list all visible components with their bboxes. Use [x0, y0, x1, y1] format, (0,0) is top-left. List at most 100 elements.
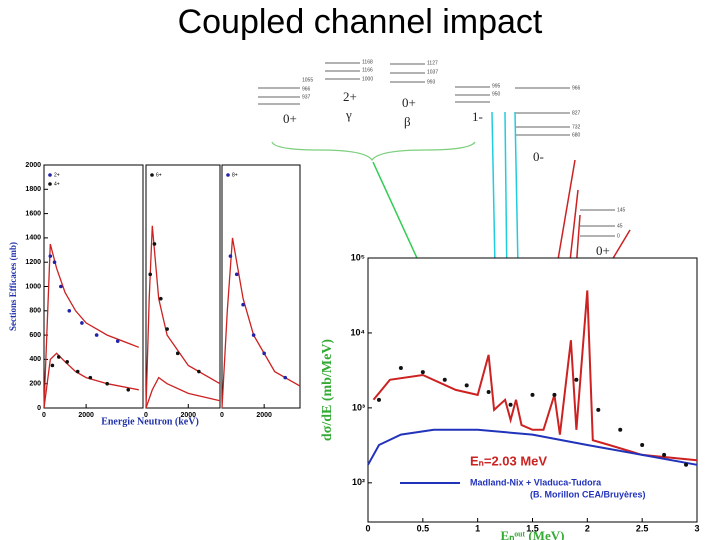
legend-swatch [48, 182, 52, 186]
legend-swatch [226, 173, 230, 177]
series-line [43, 352, 139, 409]
level-energy: 950 [492, 91, 501, 97]
data-point [464, 383, 469, 388]
y-axis-label: dσ/dE (mb/MeV) [320, 339, 335, 441]
data-point [574, 377, 579, 382]
slide-title: Coupled channel impact [178, 3, 543, 41]
data-point [75, 369, 80, 374]
data-point [105, 381, 109, 386]
x-tick-label: 1.5 [526, 523, 539, 533]
y-tick-label: 800 [29, 308, 41, 315]
data-point [398, 366, 403, 371]
y-tick-label: 600 [29, 332, 41, 339]
level-label: γ [345, 107, 352, 122]
data-point [376, 397, 381, 402]
level-energy: 732 [572, 124, 581, 130]
legend-swatch [150, 173, 154, 177]
data-point [126, 387, 131, 392]
plot-frame [145, 164, 221, 409]
level-energy: 1000 [362, 76, 373, 82]
x-tick-label: 2000 [180, 412, 196, 419]
data-point [175, 351, 180, 356]
data-point [148, 272, 153, 277]
legend-swatch [48, 173, 52, 177]
data-point [80, 321, 84, 325]
series-line [145, 376, 221, 409]
data-point [234, 272, 239, 277]
level-energy: 145 [617, 207, 626, 213]
level-energy: 827 [572, 110, 581, 116]
data-point [228, 254, 233, 258]
level-energy: 1055 [302, 77, 313, 83]
series-line [145, 225, 221, 409]
data-point [508, 402, 513, 407]
level-label: 0+ [402, 95, 416, 110]
x-tick-label: 2000 [256, 412, 272, 419]
legend-label: 2+ [54, 172, 60, 178]
data-point [88, 375, 93, 380]
data-point [684, 462, 689, 467]
x-tick-label: 1 [475, 523, 480, 533]
data-point [530, 392, 535, 397]
level-energy: 993 [427, 79, 436, 85]
annotation: (B. Morillon CEA/Bruyères) [530, 489, 646, 499]
y-tick-label: 1200 [25, 259, 41, 266]
series-line [221, 237, 301, 409]
data-point [52, 260, 57, 265]
level-label: 0+ [596, 243, 610, 258]
y-tick-label: 10² [352, 477, 365, 487]
data-point [618, 427, 623, 432]
data-point [486, 389, 491, 394]
data-point [59, 284, 63, 289]
level-label: β [404, 114, 411, 129]
x-tick-label: 0 [365, 523, 370, 533]
level-energy: 680 [572, 132, 581, 138]
plot-frame [367, 257, 698, 523]
y-tick-label: 10³ [352, 402, 365, 412]
legend-label: 8+ [232, 172, 238, 178]
x-tick-label: 2.5 [636, 523, 649, 533]
annotation: Eₙ=2.03 MeV [470, 453, 547, 468]
data-point [159, 296, 163, 301]
y-tick-label: 1400 [25, 235, 41, 242]
y-tick-label: 200 [29, 381, 41, 388]
series-line [43, 243, 140, 409]
level-label: 0- [533, 149, 544, 164]
data-point [115, 339, 120, 343]
data-point [94, 333, 99, 337]
level-energy: 995 [492, 83, 501, 89]
level-energy: 1166 [362, 67, 373, 73]
level-scheme [258, 62, 615, 237]
data-point [596, 407, 601, 412]
series-line [372, 290, 698, 462]
level-label: 2+ [343, 89, 357, 104]
level-energy: 45 [617, 223, 623, 229]
x-tick-label: 0 [144, 412, 148, 419]
level-energy: 966 [302, 86, 311, 92]
legend-label: 6+ [156, 172, 162, 178]
y-tick-label: 2000 [25, 162, 41, 169]
data-point [67, 309, 72, 313]
plot-frame [43, 164, 144, 409]
data-point [262, 351, 266, 356]
legend-label: 4+ [54, 181, 60, 187]
data-point [442, 377, 447, 382]
legend-label: Madland-Nix + Vladuca-Tudora [470, 477, 602, 487]
x-tick-label: 2000 [78, 412, 94, 419]
x-tick-label: 0.5 [417, 523, 430, 533]
data-point [251, 333, 256, 337]
level-energy: 937 [302, 94, 311, 100]
y-tick-label: 400 [29, 356, 41, 363]
x-tick-label: 0 [42, 412, 46, 419]
x-tick-label: 2 [585, 523, 590, 533]
bracket [271, 141, 476, 162]
data-point [420, 370, 425, 375]
y-axis-label: Sections Efficaces (mb) [8, 242, 18, 331]
x-tick-label: 3 [694, 523, 699, 533]
data-point [662, 452, 667, 457]
level-energy: 1168 [362, 59, 373, 65]
level-energy: 0 [617, 233, 620, 239]
series-line [367, 428, 698, 466]
data-point [552, 392, 557, 397]
